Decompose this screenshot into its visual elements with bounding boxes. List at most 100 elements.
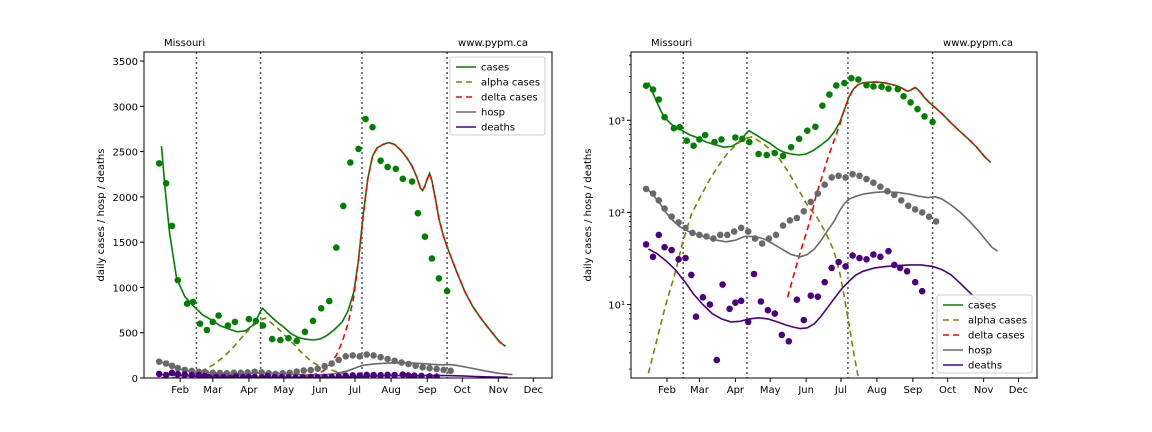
data-point-hosp [884,187,891,195]
data-point-cases [676,123,683,131]
data-point-cases [900,93,907,100]
header-left: Missouri [651,38,692,49]
data-point-cases [435,275,443,282]
header-left: Missouri [164,38,205,49]
data-point-hosp [744,228,752,235]
data-point-cases [196,320,204,328]
data-point-deaths [891,261,898,269]
data-point-deaths [918,287,926,295]
data-point-deaths [328,373,335,378]
data-point-deaths [828,264,835,272]
data-point-deaths [896,264,904,272]
data-point-deaths [258,374,265,378]
data-point-deaths [649,253,657,261]
data-point-deaths [174,370,182,378]
data-point-hosp [724,231,731,239]
data-point-cases [755,150,762,158]
data-point-cases [826,91,833,98]
y-tick-label: 1000 [113,283,138,294]
data-point-deaths [433,373,440,378]
data-point-deaths [162,371,170,378]
data-point-cases [696,136,703,143]
data-point-hosp [904,202,912,210]
data-point-hosp [925,213,933,220]
data-point-deaths [655,231,663,239]
legend-box [449,56,546,136]
data-point-deaths [856,254,863,262]
data-point-cases [443,287,451,295]
data-point-cases [203,326,211,334]
data-point-deaths [807,292,815,300]
data-point-deaths [706,301,714,308]
data-point-deaths [168,369,176,377]
x-tick-label: Nov [489,385,509,396]
y-tick-label: 3000 [113,102,138,113]
data-point-cases [309,317,317,325]
data-point-cases [739,135,746,143]
data-point-cases [333,244,340,251]
x-tick-label: Sep [418,385,437,396]
legend-label: cases [968,301,996,312]
data-point-hosp [412,362,419,370]
data-point-cases [833,82,840,89]
data-point-hosp [814,190,822,197]
data-point-deaths [849,252,856,259]
data-point-hosp [703,233,710,240]
data-point-hosp [251,368,258,376]
data-point-deaths [251,373,258,378]
data-point-hosp [689,229,696,237]
data-point-cases [921,113,928,120]
data-point-hosp [765,235,773,242]
data-point-cases [421,233,429,240]
data-point-hosp [440,366,447,374]
series-line-cases [160,141,506,347]
data-point-hosp [328,360,336,367]
data-point-deaths [863,255,870,263]
data-point-cases [209,318,217,326]
data-point-cases [690,142,697,149]
data-point-cases [683,137,690,144]
data-point-cases [392,165,400,173]
legend: cases alpha cases delta cases hosp deaths [449,56,546,136]
data-point-deaths [682,254,689,262]
data-point-hosp [842,174,849,181]
series-line-hosp [647,189,999,258]
y-tick-label: 2500 [113,148,138,159]
data-point-deaths [195,371,203,378]
data-point-hosp [821,181,828,188]
data-point-deaths [342,372,349,378]
data-point-cases [224,322,232,329]
data-point-deaths [699,294,707,301]
data-point-hosp [828,174,835,181]
data-point-cases [841,79,848,87]
data-point-cases [277,336,284,344]
data-point-cases [174,276,182,284]
data-point-hosp [696,231,703,239]
data-point-cases [701,131,709,139]
legend-label: alpha cases [968,316,1027,327]
plot-area [642,52,999,378]
data-point-deaths [245,373,253,378]
series-line-delta-cases [786,81,992,298]
data-point-hosp [751,235,759,242]
data-point-cases [162,180,170,187]
x-tick-label: Nov [974,385,994,396]
data-point-cases [268,335,276,343]
data-point-hosp [307,366,315,374]
data-point-cases [183,300,191,308]
data-point-deaths [356,372,363,378]
data-point-deaths [737,297,745,305]
data-point-hosp [342,353,350,360]
data-point-hosp [258,369,266,376]
data-point-deaths [155,370,163,378]
data-point-cases [155,160,163,167]
x-tick-label: Mar [690,385,710,396]
data-point-cases [787,143,795,151]
data-point-hosp [155,358,163,366]
chart-panel-1: Missouri www.pypm.ca daily cases / hosp / … [96,38,553,396]
data-point-cases [252,317,260,325]
data-point-deaths [264,372,271,378]
data-point-deaths [399,371,407,378]
data-point-deaths [814,293,822,301]
data-point-deaths [675,255,682,263]
